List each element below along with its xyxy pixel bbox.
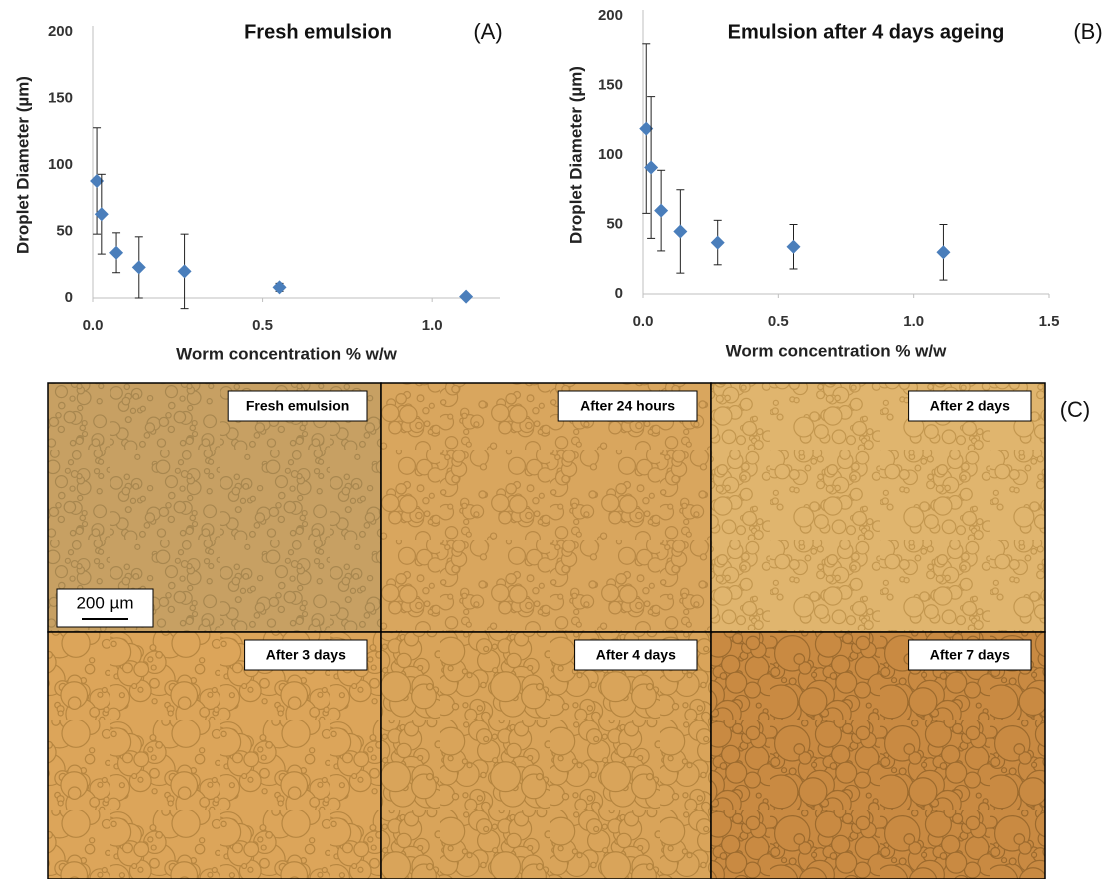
panel-label: (C) <box>1060 397 1091 422</box>
micrograph <box>710 631 1046 880</box>
data-point <box>94 207 109 222</box>
caption-box <box>908 390 1032 422</box>
caption: After 2 days <box>930 398 1010 414</box>
caption-box <box>908 639 1032 671</box>
x-tick-label: 0.0 <box>633 313 654 330</box>
data-point <box>644 160 659 175</box>
data-point <box>131 260 146 275</box>
y-tick-label: 200 <box>598 7 623 24</box>
caption: After 3 days <box>266 647 346 663</box>
x-tick-label: 1.5 <box>1039 313 1060 330</box>
data-point <box>90 173 105 188</box>
x-tick-label: 1.0 <box>422 317 443 334</box>
data-point <box>786 239 801 254</box>
y-tick-label: 0 <box>615 285 623 302</box>
data-point <box>710 235 725 250</box>
panel-label: (B) <box>1073 19 1102 44</box>
y-tick-label: 150 <box>48 89 73 106</box>
panel-label: (A) <box>473 19 502 44</box>
caption: After 24 hours <box>580 398 675 414</box>
caption: After 4 days <box>596 647 676 663</box>
micrograph <box>710 382 1046 633</box>
y-tick-label: 50 <box>606 215 623 232</box>
data-point <box>459 289 474 304</box>
chart-title: Fresh emulsion <box>244 21 392 43</box>
x-tick-label: 0.0 <box>83 317 104 334</box>
data-point <box>639 121 654 136</box>
data-point <box>272 280 287 295</box>
x-tick-label: 1.0 <box>903 313 924 330</box>
caption: Fresh emulsion <box>246 398 349 414</box>
caption-box <box>557 390 698 422</box>
caption-box <box>574 639 698 671</box>
x-tick-label: 0.5 <box>252 317 273 334</box>
caption-box <box>244 639 368 671</box>
y-axis-label: Droplet Diameter (µm) <box>566 66 585 244</box>
micrograph <box>380 382 712 633</box>
caption: After 7 days <box>930 647 1010 663</box>
y-tick-label: 100 <box>598 146 623 163</box>
chart-title: Emulsion after 4 days ageing <box>728 21 1005 43</box>
y-tick-label: 200 <box>48 23 73 40</box>
micrograph <box>47 631 382 880</box>
y-tick-label: 100 <box>48 156 73 173</box>
data-point <box>109 245 124 260</box>
y-tick-label: 150 <box>598 76 623 93</box>
scale-bar-box <box>56 588 154 628</box>
y-tick-label: 50 <box>56 222 73 239</box>
scale-bar-label: 200 µm <box>76 593 133 612</box>
data-point <box>654 203 669 218</box>
caption-box <box>227 390 368 422</box>
y-axis-label: Droplet Diameter (µm) <box>13 76 32 254</box>
data-point <box>673 224 688 239</box>
x-tick-label: 0.5 <box>768 313 789 330</box>
x-axis-label: Worm concentration % w/w <box>176 344 397 363</box>
y-tick-label: 0 <box>65 289 73 306</box>
micrograph <box>380 631 712 880</box>
x-axis-label: Worm concentration % w/w <box>726 341 947 360</box>
data-point <box>177 264 192 279</box>
data-point <box>936 245 951 260</box>
